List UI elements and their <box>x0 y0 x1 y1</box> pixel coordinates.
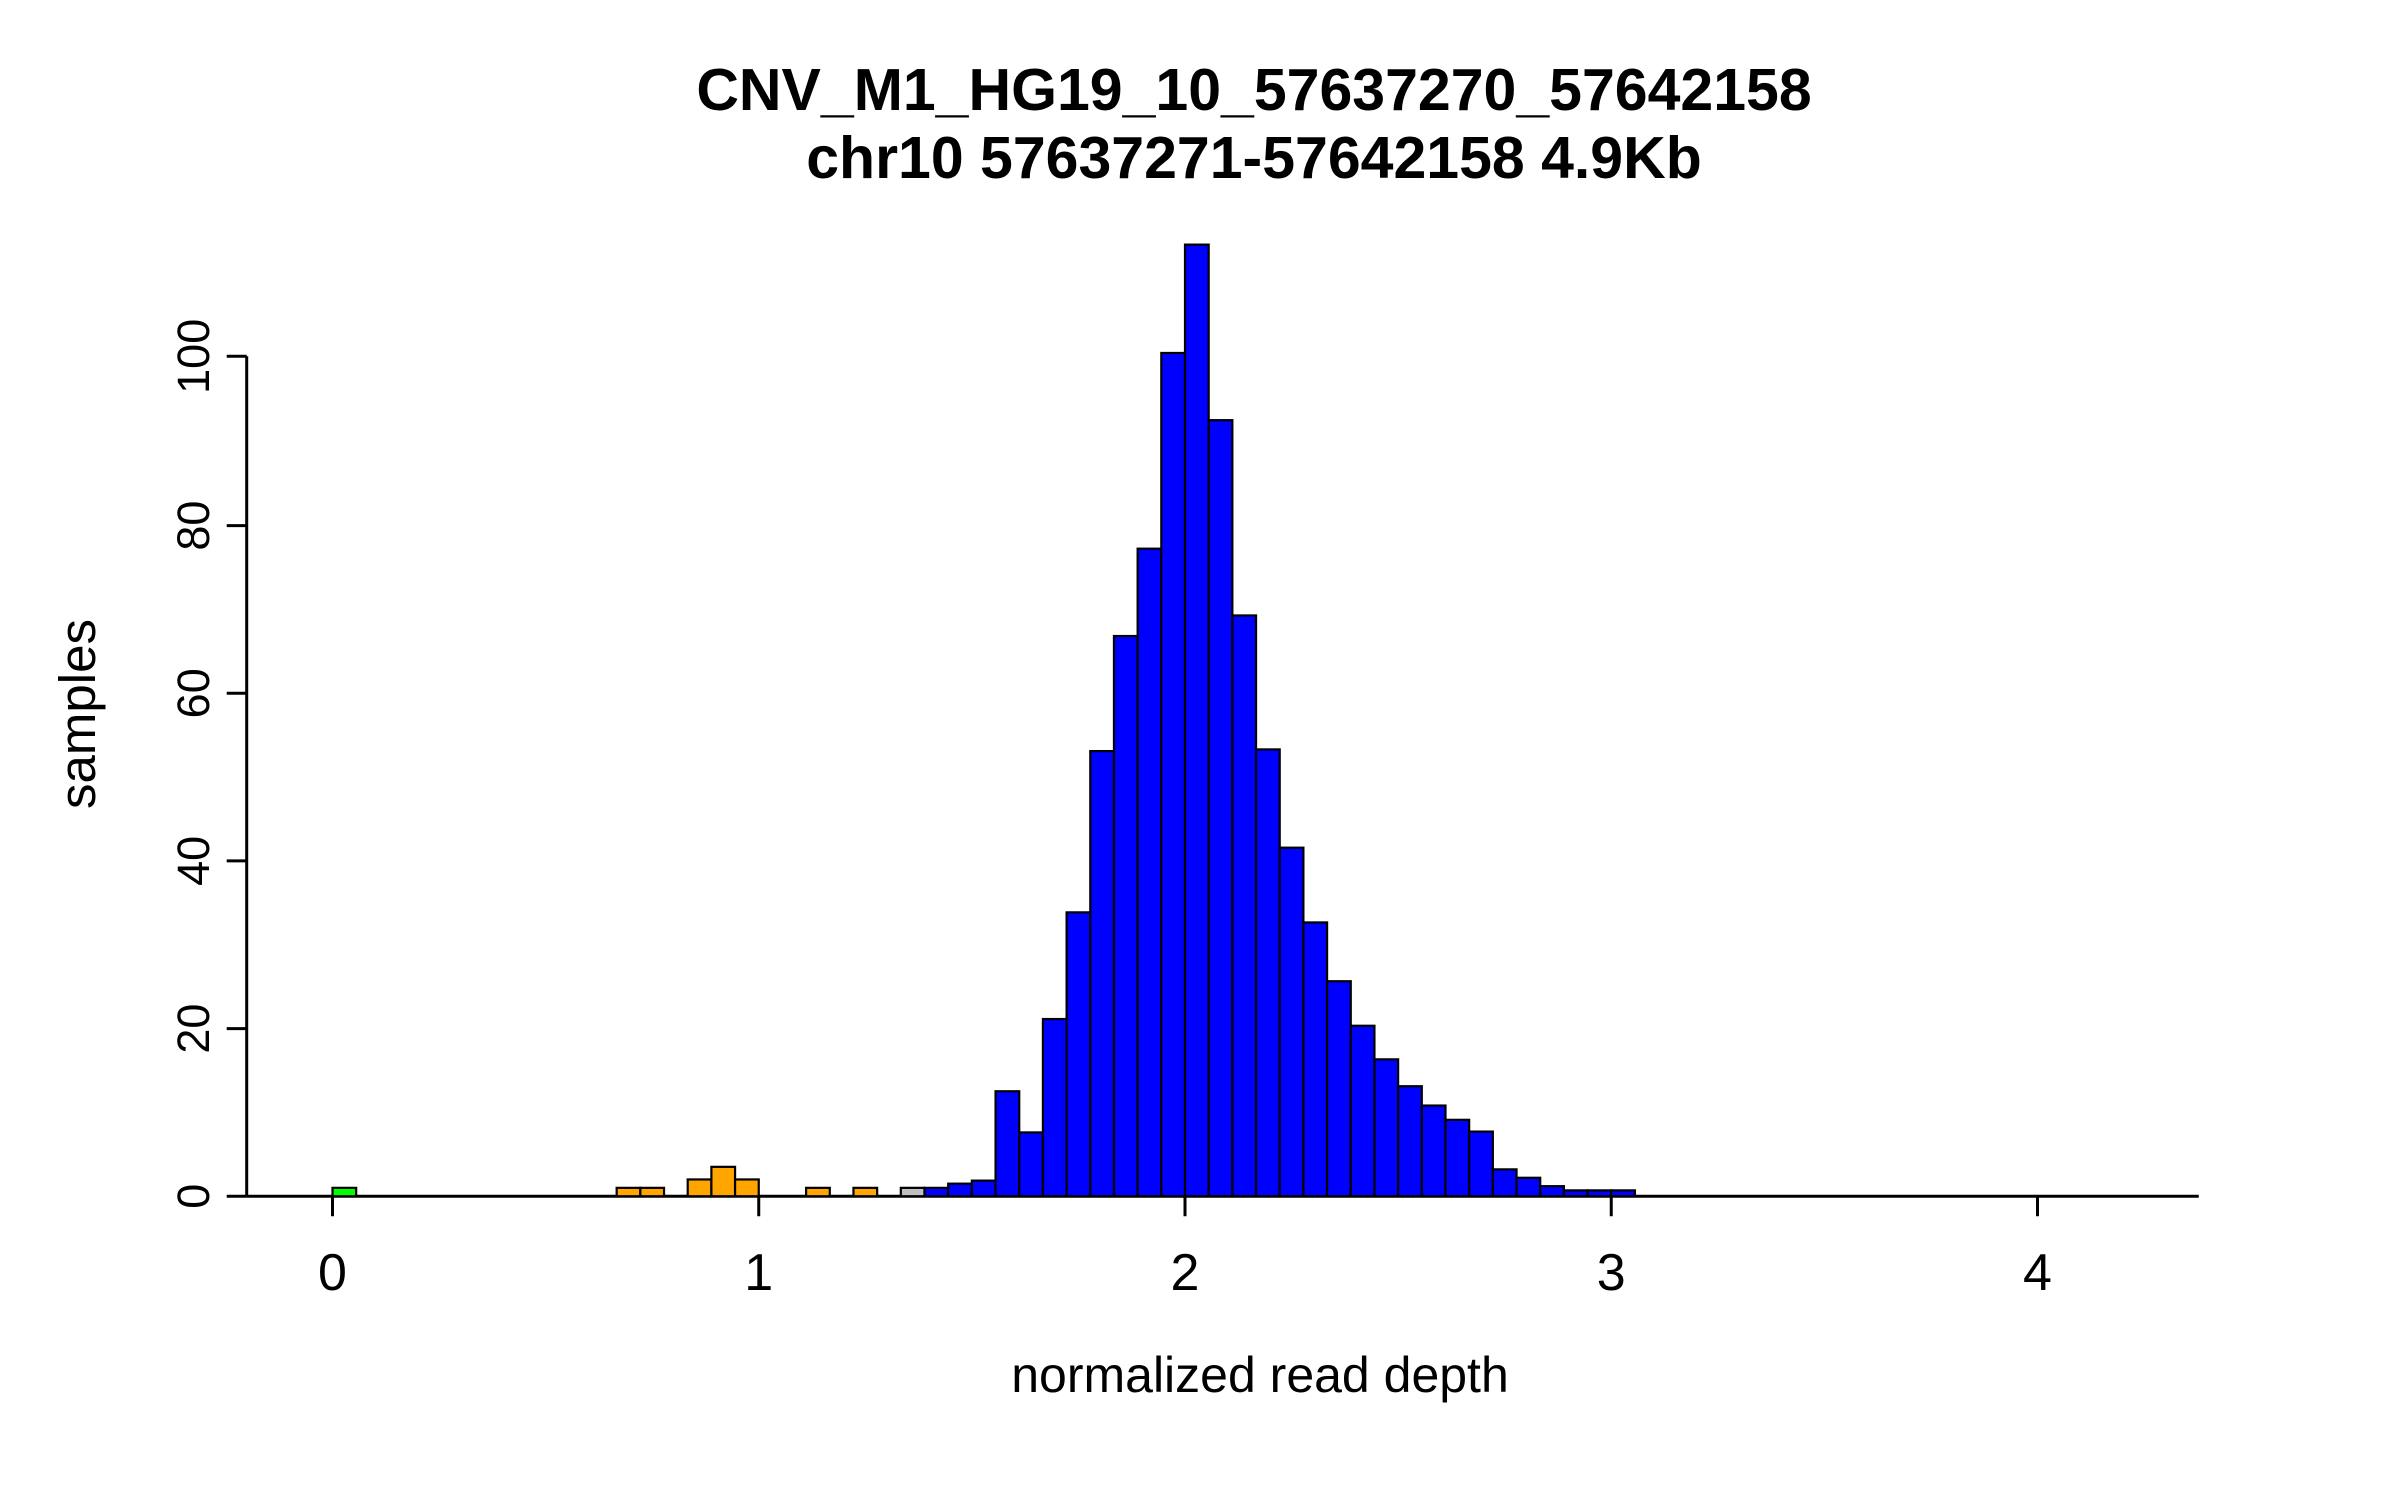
svg-text:samples: samples <box>49 619 106 809</box>
svg-text:4: 4 <box>2023 1244 2052 1302</box>
svg-text:2: 2 <box>1171 1244 1200 1302</box>
svg-text:chr10 57637271-57642158 4.9Kb: chr10 57637271-57642158 4.9Kb <box>806 125 1702 191</box>
svg-text:CNV_M1_HG19_10_57637270_576421: CNV_M1_HG19_10_57637270_57642158 <box>696 57 1811 123</box>
svg-text:0: 0 <box>168 1184 219 1209</box>
svg-text:60: 60 <box>168 668 219 718</box>
svg-text:0: 0 <box>318 1244 347 1302</box>
svg-text:normalized read depth: normalized read depth <box>1011 1347 1509 1403</box>
svg-text:3: 3 <box>1597 1244 1626 1302</box>
svg-text:100: 100 <box>168 319 219 394</box>
svg-text:80: 80 <box>168 501 219 551</box>
svg-text:40: 40 <box>168 836 219 886</box>
svg-text:20: 20 <box>168 1004 219 1054</box>
svg-text:1: 1 <box>744 1244 773 1302</box>
